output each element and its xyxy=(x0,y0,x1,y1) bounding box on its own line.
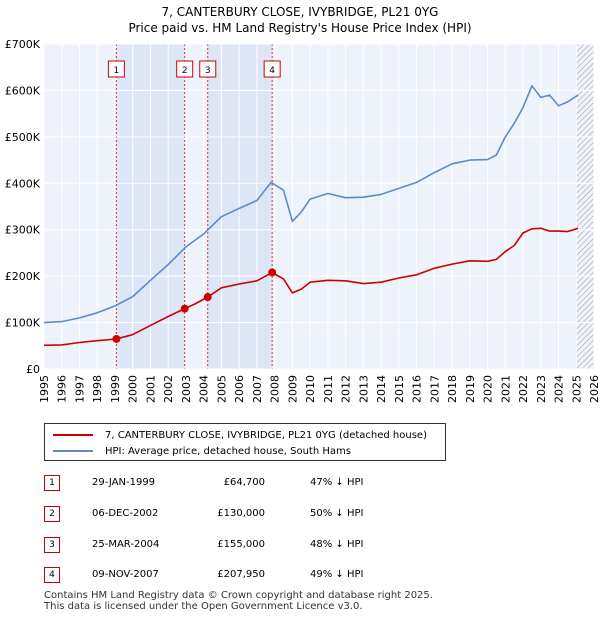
x-tick-label: 2015 xyxy=(393,375,406,403)
chart-subtitle: Price paid vs. HM Land Registry's House … xyxy=(128,21,472,35)
x-tick-label: 2008 xyxy=(269,375,282,403)
footer-licence: This data is licensed under the Open Gov… xyxy=(44,601,363,612)
legend-swatch-hpi xyxy=(53,450,93,452)
x-tick-label: 2005 xyxy=(215,375,228,403)
sale-hpi-delta: 50% ↓ HPI xyxy=(310,508,364,519)
sale-date: 06-DEC-2002 xyxy=(92,508,159,519)
sale-date: 09-NOV-2007 xyxy=(92,569,159,580)
x-tick-label: 2021 xyxy=(499,375,512,403)
x-tick-label: 2001 xyxy=(144,375,157,403)
sale-point xyxy=(112,334,121,343)
legend-label-property: 7, CANTERBURY CLOSE, IVYBRIDGE, PL21 0YG… xyxy=(105,429,427,441)
x-tick-label: 2003 xyxy=(180,375,193,403)
sale-label-text: 4 xyxy=(269,66,275,76)
sale-price: £155,000 xyxy=(217,539,265,550)
y-tick-label: £0 xyxy=(26,363,40,376)
sale-row: 2 06-DEC-2002 £130,000 50% ↓ HPI xyxy=(44,505,464,525)
sale-label-box xyxy=(263,60,281,78)
forecast-hatch xyxy=(576,44,594,369)
sale-date: 29-JAN-1999 xyxy=(92,477,156,488)
x-tick-label: 2014 xyxy=(375,375,388,403)
sale-number-badge: 4 xyxy=(44,567,60,583)
property-price-line xyxy=(43,227,579,347)
sale-row: 3 25-MAR-2004 £155,000 48% ↓ HPI xyxy=(44,536,464,556)
x-tick-label: 2009 xyxy=(286,375,299,403)
sale-price: £64,700 xyxy=(223,477,265,488)
x-tick-label: 2017 xyxy=(428,375,441,403)
footer-copyright: Contains HM Land Registry data © Crown c… xyxy=(44,590,433,601)
sale-date: 25-MAR-2004 xyxy=(92,539,160,550)
y-tick-label: £100K xyxy=(5,317,41,330)
sale-label-box xyxy=(176,60,194,78)
x-tick-label: 2007 xyxy=(251,375,264,403)
sale-label-text: 3 xyxy=(205,66,211,76)
y-tick-label: £200K xyxy=(5,270,41,283)
ownership-span xyxy=(207,44,273,369)
chart-title: 7, CANTERBURY CLOSE, IVYBRIDGE, PL21 0YG xyxy=(161,5,439,19)
x-tick-label: 2024 xyxy=(553,375,566,403)
sale-point xyxy=(180,304,189,313)
price-chart: £0 £100K £200K £300K £400K £500K £600K £700K 199… xyxy=(5,38,600,403)
y-tick-label: £700K xyxy=(5,38,41,51)
sale-row: 1 29-JAN-1999 £64,700 47% ↓ HPI xyxy=(44,474,464,494)
x-tick-label: 2020 xyxy=(482,375,495,403)
sale-price: £207,950 xyxy=(217,569,265,580)
x-tick-label: 2011 xyxy=(322,375,335,403)
x-tick-label: 2016 xyxy=(411,375,424,403)
y-tick-label: £600K xyxy=(5,84,41,97)
sale-label-text: 2 xyxy=(182,66,188,76)
x-tick-label: 2022 xyxy=(517,375,530,403)
hpi-line xyxy=(43,85,579,324)
sale-hpi-delta: 49% ↓ HPI xyxy=(310,569,364,580)
legend-label-hpi: HPI: Average price, detached house, Sout… xyxy=(105,445,351,457)
sale-hpi-delta: 47% ↓ HPI xyxy=(310,477,364,488)
chart-title-block: 7, CANTERBURY CLOSE, IVYBRIDGE, PL21 0YG… xyxy=(0,4,600,36)
x-tick-label: 1996 xyxy=(56,375,69,403)
sale-point xyxy=(203,293,212,302)
legend-swatch-property xyxy=(53,434,93,436)
x-tick-label: 2000 xyxy=(127,375,140,403)
legend-item-property: 7, CANTERBURY CLOSE, IVYBRIDGE, PL21 0YG… xyxy=(53,427,427,443)
sale-price: £130,000 xyxy=(217,508,265,519)
x-tick-label: 2026 xyxy=(588,375,600,403)
x-tick-label: 2010 xyxy=(304,375,317,403)
x-tick-label: 1995 xyxy=(38,375,51,403)
legend-item-hpi: HPI: Average price, detached house, Sout… xyxy=(53,443,351,459)
x-tick-label: 1997 xyxy=(73,375,86,403)
x-tick-label: 2012 xyxy=(340,375,353,403)
y-tick-label: £400K xyxy=(5,177,41,190)
x-tick-label: 2004 xyxy=(198,375,211,403)
sale-label-box xyxy=(107,60,125,78)
x-tick-label: 1998 xyxy=(91,375,104,403)
y-tick-label: £300K xyxy=(5,224,41,237)
x-tick-label: 2013 xyxy=(357,375,370,403)
x-tick-label: 2023 xyxy=(535,375,548,403)
x-tick-label: 2019 xyxy=(464,375,477,403)
x-tick-label: 2006 xyxy=(233,375,246,403)
sale-hpi-delta: 48% ↓ HPI xyxy=(310,539,364,550)
sale-row: 4 09-NOV-2007 £207,950 49% ↓ HPI xyxy=(44,566,464,586)
y-tick-label: £500K xyxy=(5,131,41,144)
legend: 7, CANTERBURY CLOSE, IVYBRIDGE, PL21 0YG… xyxy=(44,423,446,461)
sale-number-badge: 2 xyxy=(44,506,60,522)
sale-label-box xyxy=(199,60,217,78)
x-tick-label: 2018 xyxy=(446,375,459,403)
x-tick-label: 1999 xyxy=(109,375,122,403)
x-tick-label: 2025 xyxy=(570,375,583,403)
footer: Contains HM Land Registry data © Crown c… xyxy=(44,590,433,612)
sale-number-badge: 3 xyxy=(44,537,60,553)
x-tick-label: 2002 xyxy=(162,375,175,403)
sale-number-badge: 1 xyxy=(44,475,60,491)
sale-point xyxy=(268,268,277,277)
sale-label-text: 1 xyxy=(114,66,120,76)
